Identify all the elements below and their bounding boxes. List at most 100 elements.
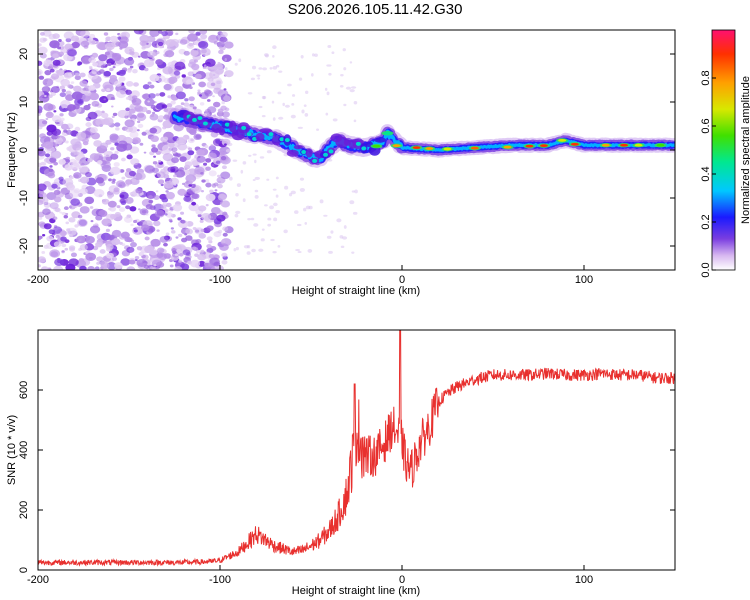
spectrogram-noise-cell — [65, 221, 70, 225]
spectrogram-noise-cell — [261, 114, 266, 118]
spectrogram-noise-cell — [301, 109, 305, 114]
spectrogram-noise-cell — [100, 142, 109, 149]
spectrogram-noise-cell — [278, 116, 284, 120]
spectrogram-ridge-blob — [207, 118, 215, 123]
spectrogram-noise-cell — [111, 238, 121, 246]
spectrogram-noise-cell — [53, 189, 61, 196]
spectrogram-noise-cell — [340, 74, 344, 77]
spectrogram-noise-cell — [79, 244, 88, 251]
spectrogram-noise-cell — [224, 57, 227, 62]
spectrogram-noise-cell — [351, 190, 356, 193]
spectrogram-noise-cell — [336, 218, 342, 223]
spectrogram-noise-cell — [272, 117, 276, 121]
spectrogram-noise-cell — [87, 103, 91, 106]
spectrogram-noise-cell — [319, 199, 324, 204]
spectrogram-noise-cell — [240, 169, 244, 174]
spectrogram-noise-cell — [199, 219, 204, 223]
spectrogram-noise-cell — [89, 67, 93, 70]
spectrogram-noise-cell — [303, 104, 307, 108]
snr-y-ticks: 0 200 400 600 — [18, 381, 675, 573]
spectrogram-noise-cell — [259, 156, 265, 159]
spectrogram-noise-cell — [101, 198, 110, 205]
spectrogram-noise-cell — [132, 137, 141, 145]
spectrogram-noise-cell — [110, 153, 119, 160]
spectrogram-noise-cell — [114, 122, 121, 127]
spectrogram-noise-cell — [106, 252, 114, 259]
spectrogram-noise-cell — [154, 209, 165, 218]
spectrogram-noise-cell — [141, 224, 150, 231]
spectrogram-noise-cell — [134, 255, 140, 260]
spectrogram-noise-cell — [121, 176, 126, 180]
spectrogram-noise-cell — [125, 216, 130, 219]
spectrogram-noise-cell — [60, 236, 67, 242]
spectrogram-noise-cell — [88, 57, 96, 63]
spectrogram-noise-cell — [168, 142, 175, 148]
spectrogram-noise-cell — [126, 80, 134, 87]
spectrogram-noise-cell — [258, 67, 263, 70]
spectrogram-noise-cell — [175, 32, 179, 36]
spectrogram-noise-cell — [64, 247, 69, 251]
spectrogram-noise-cell — [178, 233, 183, 237]
spectrogram-noise-cell — [92, 62, 98, 67]
spectrogram-noise-cell — [79, 80, 88, 87]
spectrogram-noise-cell — [300, 55, 304, 59]
spectrogram-noise-cell — [228, 176, 233, 181]
spectrogram-noise-cell — [71, 41, 80, 49]
spectrogram-noise-cell — [143, 67, 149, 72]
spectrogram-noise-cell — [187, 150, 195, 156]
spectrogram-y-tick-label: 10 — [18, 96, 30, 108]
spectrogram-noise-cell — [235, 246, 239, 251]
spectrogram-noise-cell — [63, 31, 74, 40]
spectrogram-hot-spot — [620, 143, 629, 147]
spectrogram-noise-cell — [38, 109, 43, 114]
spectrogram-noise-cell — [238, 58, 242, 63]
spectrogram-noise-cell — [126, 154, 133, 160]
spectrogram-noise-cell — [353, 119, 357, 123]
spectrogram-ridge-blob — [255, 132, 265, 142]
spectrogram-noise-cell — [105, 228, 110, 232]
spectrogram-noise-cell — [185, 174, 197, 183]
spectrogram-noise-cell — [78, 239, 82, 242]
spectrogram-noise-cell — [67, 184, 76, 190]
spectrogram-noise-cell — [49, 249, 61, 258]
spectrogram-hot-spot — [383, 131, 392, 135]
spectrogram-noise-cell — [71, 142, 83, 151]
spectrogram-noise-cell — [353, 101, 358, 105]
colorbar-tick-label: 0.6 — [700, 118, 712, 133]
snr-x-tick-label: 100 — [575, 574, 593, 586]
spectrogram-noise-cell — [125, 205, 131, 210]
spectrogram-noise-cell — [43, 223, 52, 230]
spectrogram-noise-cell — [174, 253, 179, 257]
spectrogram-noise-cell — [188, 180, 193, 184]
spectrogram-noise-cell — [272, 54, 275, 58]
spectrogram-noise-cell — [242, 198, 246, 203]
spectrogram-noise-cell — [151, 267, 156, 270]
spectrogram-noise-cell — [155, 103, 165, 110]
spectrogram-noise-cell — [101, 88, 106, 93]
spectrogram-noise-cell — [129, 146, 140, 154]
spectrogram-noise-cell — [192, 106, 197, 110]
spectrogram-noise-cell — [40, 31, 45, 36]
spectrogram-noise-cell — [156, 171, 166, 179]
spectrogram-noise-cell — [38, 147, 43, 155]
spectrogram-noise-cell — [49, 40, 60, 49]
spectrogram-noise-cell — [183, 195, 192, 202]
spectrogram-noise-cell — [291, 103, 295, 106]
spectrogram-hot-spot — [470, 146, 479, 150]
spectrogram-noise-cell — [188, 96, 195, 102]
spectrogram-noise-cell — [119, 69, 126, 75]
snr-x-tick-label: 0 — [399, 574, 405, 586]
spectrogram-noise-cell — [350, 86, 357, 89]
spectrogram-noise-cell — [354, 189, 358, 194]
spectrogram-noise-cell — [118, 40, 129, 49]
spectrogram-noise-cell — [163, 180, 174, 189]
spectrogram-noise-cell — [112, 66, 116, 69]
spectrogram-noise-cell — [119, 169, 125, 173]
spectrogram-noise-cell — [215, 139, 221, 144]
spectrogram-y-tick-label: 0 — [18, 147, 30, 153]
spectrogram-noise-cell — [165, 232, 170, 236]
spectrogram-noise-cell — [97, 160, 103, 165]
spectrogram-noise-cell — [242, 161, 247, 165]
spectrogram-ridge-blob — [355, 141, 361, 146]
spectrogram-noise-cell — [46, 124, 57, 133]
